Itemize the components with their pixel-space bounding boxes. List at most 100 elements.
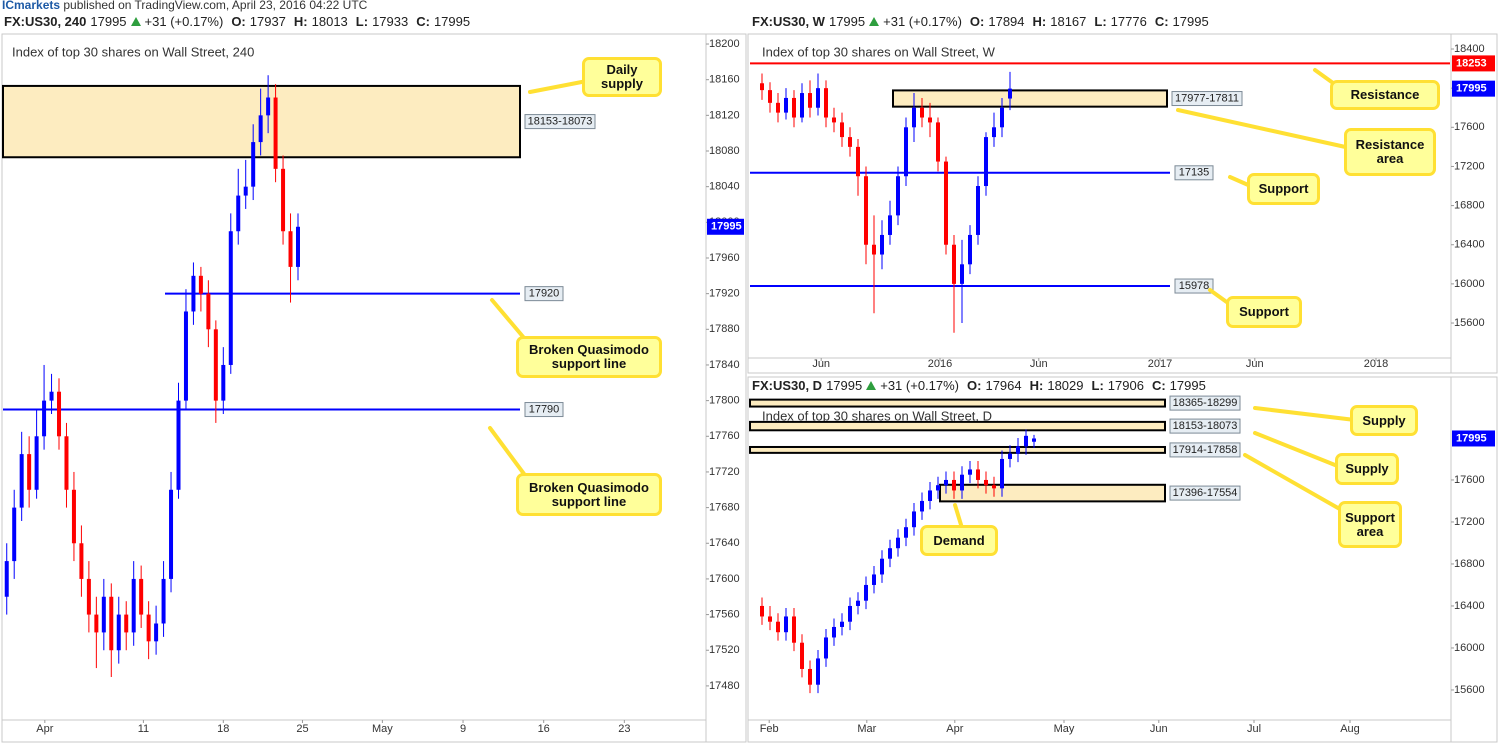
ohlc-value: 17776 [1110, 14, 1147, 29]
candle-body [101, 596, 106, 633]
ohlc-label: L: [1094, 14, 1107, 29]
candle-body [976, 186, 980, 235]
candle-body [864, 176, 868, 245]
y-tick-label: 17600 [709, 573, 740, 585]
candle-body [808, 93, 812, 108]
last-price-tag-label: 17995 [711, 221, 742, 233]
level-label: 17920 [529, 288, 560, 300]
last-price-tag [1452, 80, 1495, 97]
chart-title: Index of top 30 shares on Wall Street, 2… [12, 44, 254, 59]
candle-body [824, 88, 828, 118]
zone-label-box [1169, 395, 1241, 411]
ohlc-value: 17995 [1172, 14, 1209, 29]
callout: Broken Quasimodo support line [516, 336, 662, 378]
zone-label: 18153-18073 [528, 115, 593, 127]
candle-body [124, 614, 129, 633]
candle-body [792, 616, 796, 643]
candle-body [176, 400, 181, 490]
ohlc-value: 17894 [988, 14, 1025, 29]
callout: Support area [1338, 501, 1402, 548]
candle-body [191, 275, 196, 312]
candle-body [243, 186, 248, 196]
zone [892, 89, 1168, 108]
callout: Daily supply [582, 57, 662, 97]
candle-body [960, 474, 964, 491]
candle-body [27, 454, 32, 490]
up-arrow [866, 381, 877, 390]
candle-body [952, 479, 956, 491]
candle-body [840, 621, 844, 627]
brand: ICmarkets [2, 0, 61, 12]
candle-body [221, 364, 226, 401]
y-tick-label: 17800 [709, 395, 740, 407]
axis-tag [1452, 55, 1495, 72]
candle-body [856, 600, 860, 606]
info-line: FX:US30, D 17995 +31 (+0.17%) O: 17964 H: 1802… [752, 378, 1206, 393]
level-label-box [1174, 278, 1214, 294]
level-label: 17135 [1179, 167, 1210, 179]
ohlc-value: 17995 [433, 14, 471, 29]
candle-body [912, 511, 916, 528]
candle-body [832, 626, 836, 638]
candle-body [896, 537, 900, 549]
candle-body [928, 490, 932, 501]
x-tick-label: Feb [760, 723, 779, 735]
candle-body [760, 605, 764, 617]
candle-body [992, 127, 996, 138]
candle-body [880, 558, 884, 575]
candle-body [848, 137, 852, 147]
callout-pointer [528, 78, 594, 94]
ohlc-value: 17933 [372, 14, 409, 29]
callout-pointer [1253, 406, 1357, 422]
candle-body [236, 195, 241, 232]
candle-body [760, 83, 764, 91]
ohlc-value: 17906 [1107, 378, 1144, 393]
y-tick-label: 17200 [1454, 516, 1485, 528]
zone [749, 445, 1166, 454]
change: +31 (+0.17%) [144, 14, 224, 29]
y-tick-label: 17600 [1454, 121, 1485, 133]
zone-label-box [1169, 418, 1241, 434]
candle-body [213, 329, 218, 401]
candle-body [4, 561, 9, 597]
ohlc-label: C: [1151, 378, 1166, 393]
panel-frame [747, 376, 1498, 743]
level-label: 17790 [529, 403, 560, 415]
y-tick-label: 17520 [709, 644, 740, 656]
x-tick-label: 23 [618, 723, 630, 735]
candle-body [856, 146, 860, 177]
info-line: FX:US30, W 17995 +31 (+0.17%) O: 17894 H: 1816… [752, 14, 1209, 29]
candle-body [19, 454, 24, 508]
callout: Supply [1350, 405, 1418, 436]
candle-body [183, 311, 188, 401]
zone-label: 17914-17858 [1173, 444, 1238, 456]
y-tick-label: 17640 [709, 537, 740, 549]
candle-body [920, 107, 924, 118]
chart-title: Index of top 30 shares on Wall Street, W [762, 44, 996, 59]
zone-label-box [1169, 485, 1241, 501]
callout: Supply [1335, 453, 1399, 485]
candle-body [880, 234, 884, 255]
candle-body [1000, 458, 1004, 489]
last-price-tag [1452, 430, 1495, 447]
candle-body [952, 244, 956, 284]
y-tick-label: 17600 [1454, 474, 1485, 486]
candle-body [840, 122, 844, 138]
last-price: 17995 [90, 14, 127, 29]
candle-body [904, 527, 908, 538]
ohlc-label: H: [293, 14, 308, 29]
y-tick-label: 16000 [1454, 642, 1485, 654]
ohlc-value: 17937 [249, 14, 286, 29]
y-tick-label: 18400 [1454, 43, 1485, 55]
x-tick-label: May [1054, 723, 1075, 735]
candle-body [161, 578, 166, 624]
y-tick-label: 15600 [1454, 684, 1485, 696]
up-arrow [130, 17, 141, 26]
candle-body [86, 578, 91, 615]
candle-body [936, 485, 940, 491]
x-tick-label: 11 [138, 723, 149, 735]
y-tick-label: 17720 [709, 466, 740, 478]
axis-tag-label: 18253 [1456, 57, 1487, 69]
